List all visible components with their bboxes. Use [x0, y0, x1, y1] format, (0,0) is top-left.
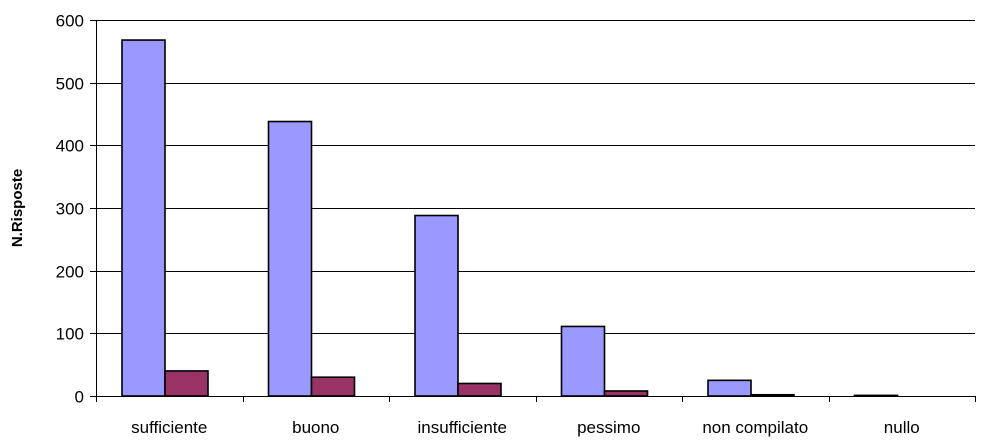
- y-tick-label: 300: [56, 200, 84, 219]
- bar-series-2-pessimo: [603, 390, 649, 397]
- bar-series-1-non-compilato: [707, 379, 752, 397]
- x-category-label: pessimo: [577, 418, 640, 437]
- bar-series-1-buono: [267, 120, 313, 397]
- bar-series-1-sufficiente: [121, 39, 166, 397]
- y-tick-label: 600: [56, 12, 84, 31]
- bar-series-1-pessimo: [560, 325, 606, 397]
- x-category-label: buono: [292, 418, 339, 437]
- axes: [90, 20, 976, 402]
- bar-series-2-insufficiente: [457, 382, 502, 397]
- y-tick-label: 400: [56, 137, 84, 156]
- y-axis-title: N.Risposte: [9, 169, 26, 247]
- x-category-label: nullo: [884, 418, 920, 437]
- bar-series-2-non-compilato: [750, 393, 795, 397]
- y-tick-label: 200: [56, 263, 84, 282]
- y-tick-label: 0: [75, 388, 84, 407]
- x-category-label: sufficiente: [131, 418, 207, 437]
- bar-series-1-insufficiente: [414, 214, 459, 397]
- gridlines: [96, 20, 975, 334]
- bar-series-2-sufficiente: [164, 370, 209, 397]
- x-category-label: insufficiente: [418, 418, 507, 437]
- bar-series-2-buono: [310, 376, 356, 397]
- bars: [121, 39, 899, 397]
- y-tick-labels: 0 100 200 300 400 500 600: [56, 12, 84, 407]
- y-tick-label: 500: [56, 75, 84, 94]
- x-category-label: non compilato: [702, 418, 808, 437]
- bar-series-1-nullo: [853, 394, 899, 397]
- x-tick-labels: sufficiente buono insufficiente pessimo non …: [131, 418, 920, 437]
- y-tick-label: 100: [56, 325, 84, 344]
